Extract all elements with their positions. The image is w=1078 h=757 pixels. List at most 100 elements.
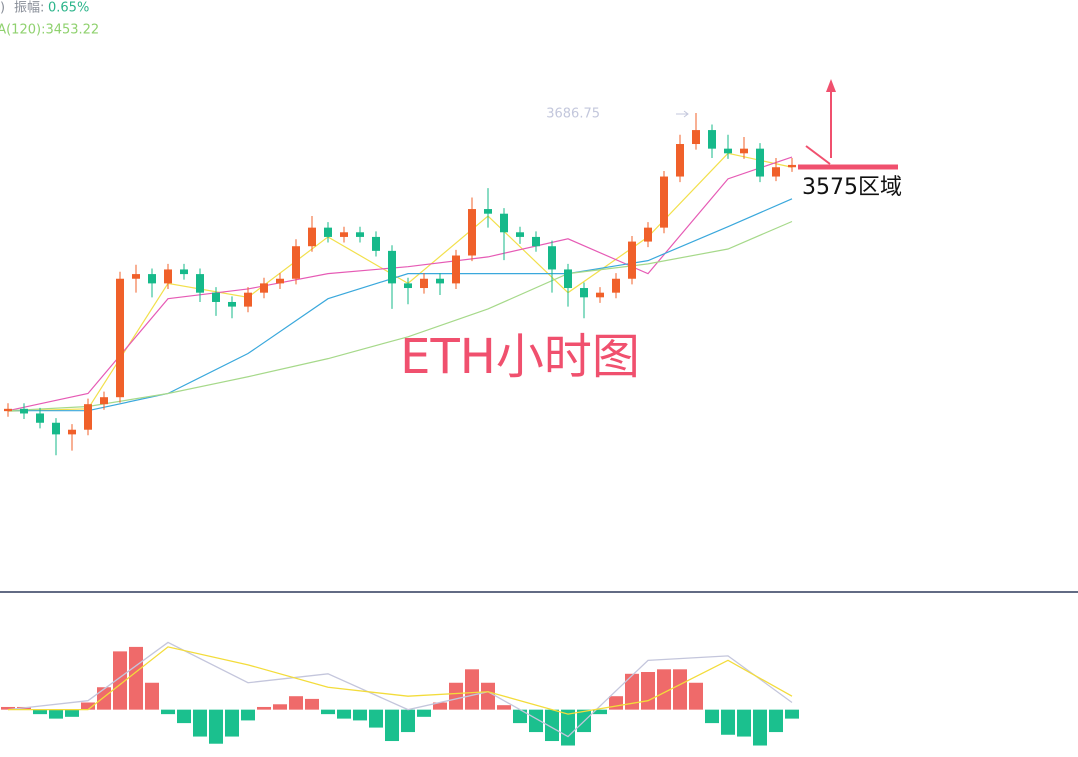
candle-body <box>260 283 268 293</box>
candle-body <box>20 408 28 414</box>
macd-bar <box>593 709 607 715</box>
macd-bar <box>353 709 367 721</box>
candle-body <box>756 148 764 177</box>
candle-body <box>484 209 492 214</box>
macd-bar <box>529 709 543 733</box>
candle-body <box>644 227 652 242</box>
candle-body <box>628 241 636 279</box>
macd-bar <box>65 709 79 717</box>
candle-body <box>84 404 92 430</box>
candle-body <box>68 429 76 435</box>
chart-title: ETH小时图 <box>400 329 640 385</box>
candle-body <box>4 408 12 412</box>
macd-bar <box>369 709 383 728</box>
candle-body <box>612 278 620 293</box>
candle-body <box>788 164 796 168</box>
candle-body <box>196 274 204 293</box>
header: ) 振幅: 0.65% MA(120):3453.22 <box>0 1 99 38</box>
macd-bar <box>753 709 767 746</box>
macd-bar <box>33 709 47 715</box>
candle-body <box>388 250 396 284</box>
macd-bar <box>241 709 255 721</box>
macd-bar <box>145 682 159 710</box>
candle-body <box>548 246 556 270</box>
candle-body <box>36 413 44 423</box>
macd-bar <box>625 673 639 710</box>
candle-body <box>452 255 460 284</box>
macd-bar <box>305 698 319 710</box>
candle-body <box>244 292 252 307</box>
macd-bar <box>561 709 575 746</box>
macd-bar <box>721 709 735 735</box>
candle-body <box>660 176 668 228</box>
candle-body <box>564 269 572 289</box>
candle-body <box>100 397 108 405</box>
candle-body <box>356 232 364 237</box>
macd-bar <box>769 709 783 733</box>
candle-body <box>180 269 188 275</box>
candle-body <box>148 274 156 284</box>
candle-body <box>580 288 588 298</box>
candle-body <box>500 213 508 233</box>
macd-bar <box>177 709 191 724</box>
macd-bar <box>705 709 719 724</box>
ma-line <box>7 156 793 412</box>
level-label: 3575区域 <box>802 175 902 200</box>
candle-body <box>676 144 684 177</box>
macd-bar <box>689 682 703 710</box>
macd-bar <box>497 705 511 710</box>
macd-dif-line <box>7 641 793 738</box>
macd-bar <box>609 696 623 710</box>
candle-body <box>292 246 300 279</box>
macd-bar <box>641 672 655 710</box>
macd-bar <box>449 682 463 710</box>
amplitude-label: 振幅: <box>14 1 44 16</box>
candle-body <box>164 269 172 284</box>
macd-bar <box>1 706 15 710</box>
macd-dea-line <box>8 646 793 715</box>
ma-line <box>8 198 793 412</box>
up-arrow-head <box>826 79 836 92</box>
ma-line <box>7 220 793 412</box>
macd-bar <box>481 682 495 710</box>
candle-body <box>772 167 780 177</box>
macd-bar <box>97 687 111 710</box>
candle-body <box>340 232 348 237</box>
macd-bar <box>49 709 63 719</box>
candle-body <box>468 209 476 256</box>
candle-body <box>212 292 220 302</box>
candle-body <box>708 130 716 149</box>
macd-bar <box>273 704 287 710</box>
candle-body <box>228 301 236 307</box>
macd-bar <box>673 669 687 710</box>
macd-bar <box>417 709 431 717</box>
macd-bar <box>337 709 351 719</box>
macd-pane <box>1 641 799 746</box>
macd-bar <box>737 709 751 737</box>
macd-bar <box>401 709 415 733</box>
annotations: 3686.75 3575区域 ETH小时图 <box>400 79 902 385</box>
amplitude-value: 0.65% <box>48 1 89 16</box>
candle-body <box>404 283 412 289</box>
macd-bar <box>225 709 239 737</box>
macd-bar <box>129 646 143 710</box>
candle-body <box>324 227 332 237</box>
macd-bar <box>321 709 335 715</box>
macd-bar <box>657 669 671 710</box>
candle-body <box>596 292 604 298</box>
candle-body <box>724 148 732 154</box>
macd-bar <box>545 709 559 742</box>
macd-bar <box>209 709 223 744</box>
candle-body <box>116 278 124 398</box>
candle-body <box>420 278 428 289</box>
macd-bar <box>81 702 95 710</box>
high-label: 3686.75 <box>546 107 600 122</box>
high-arrow <box>676 110 689 118</box>
header-bracket: ) <box>0 1 5 16</box>
candle-body <box>372 236 380 251</box>
macd-bar <box>193 709 207 737</box>
candle-body <box>740 148 748 154</box>
level-stroke <box>805 145 831 165</box>
candle-body <box>276 278 284 284</box>
